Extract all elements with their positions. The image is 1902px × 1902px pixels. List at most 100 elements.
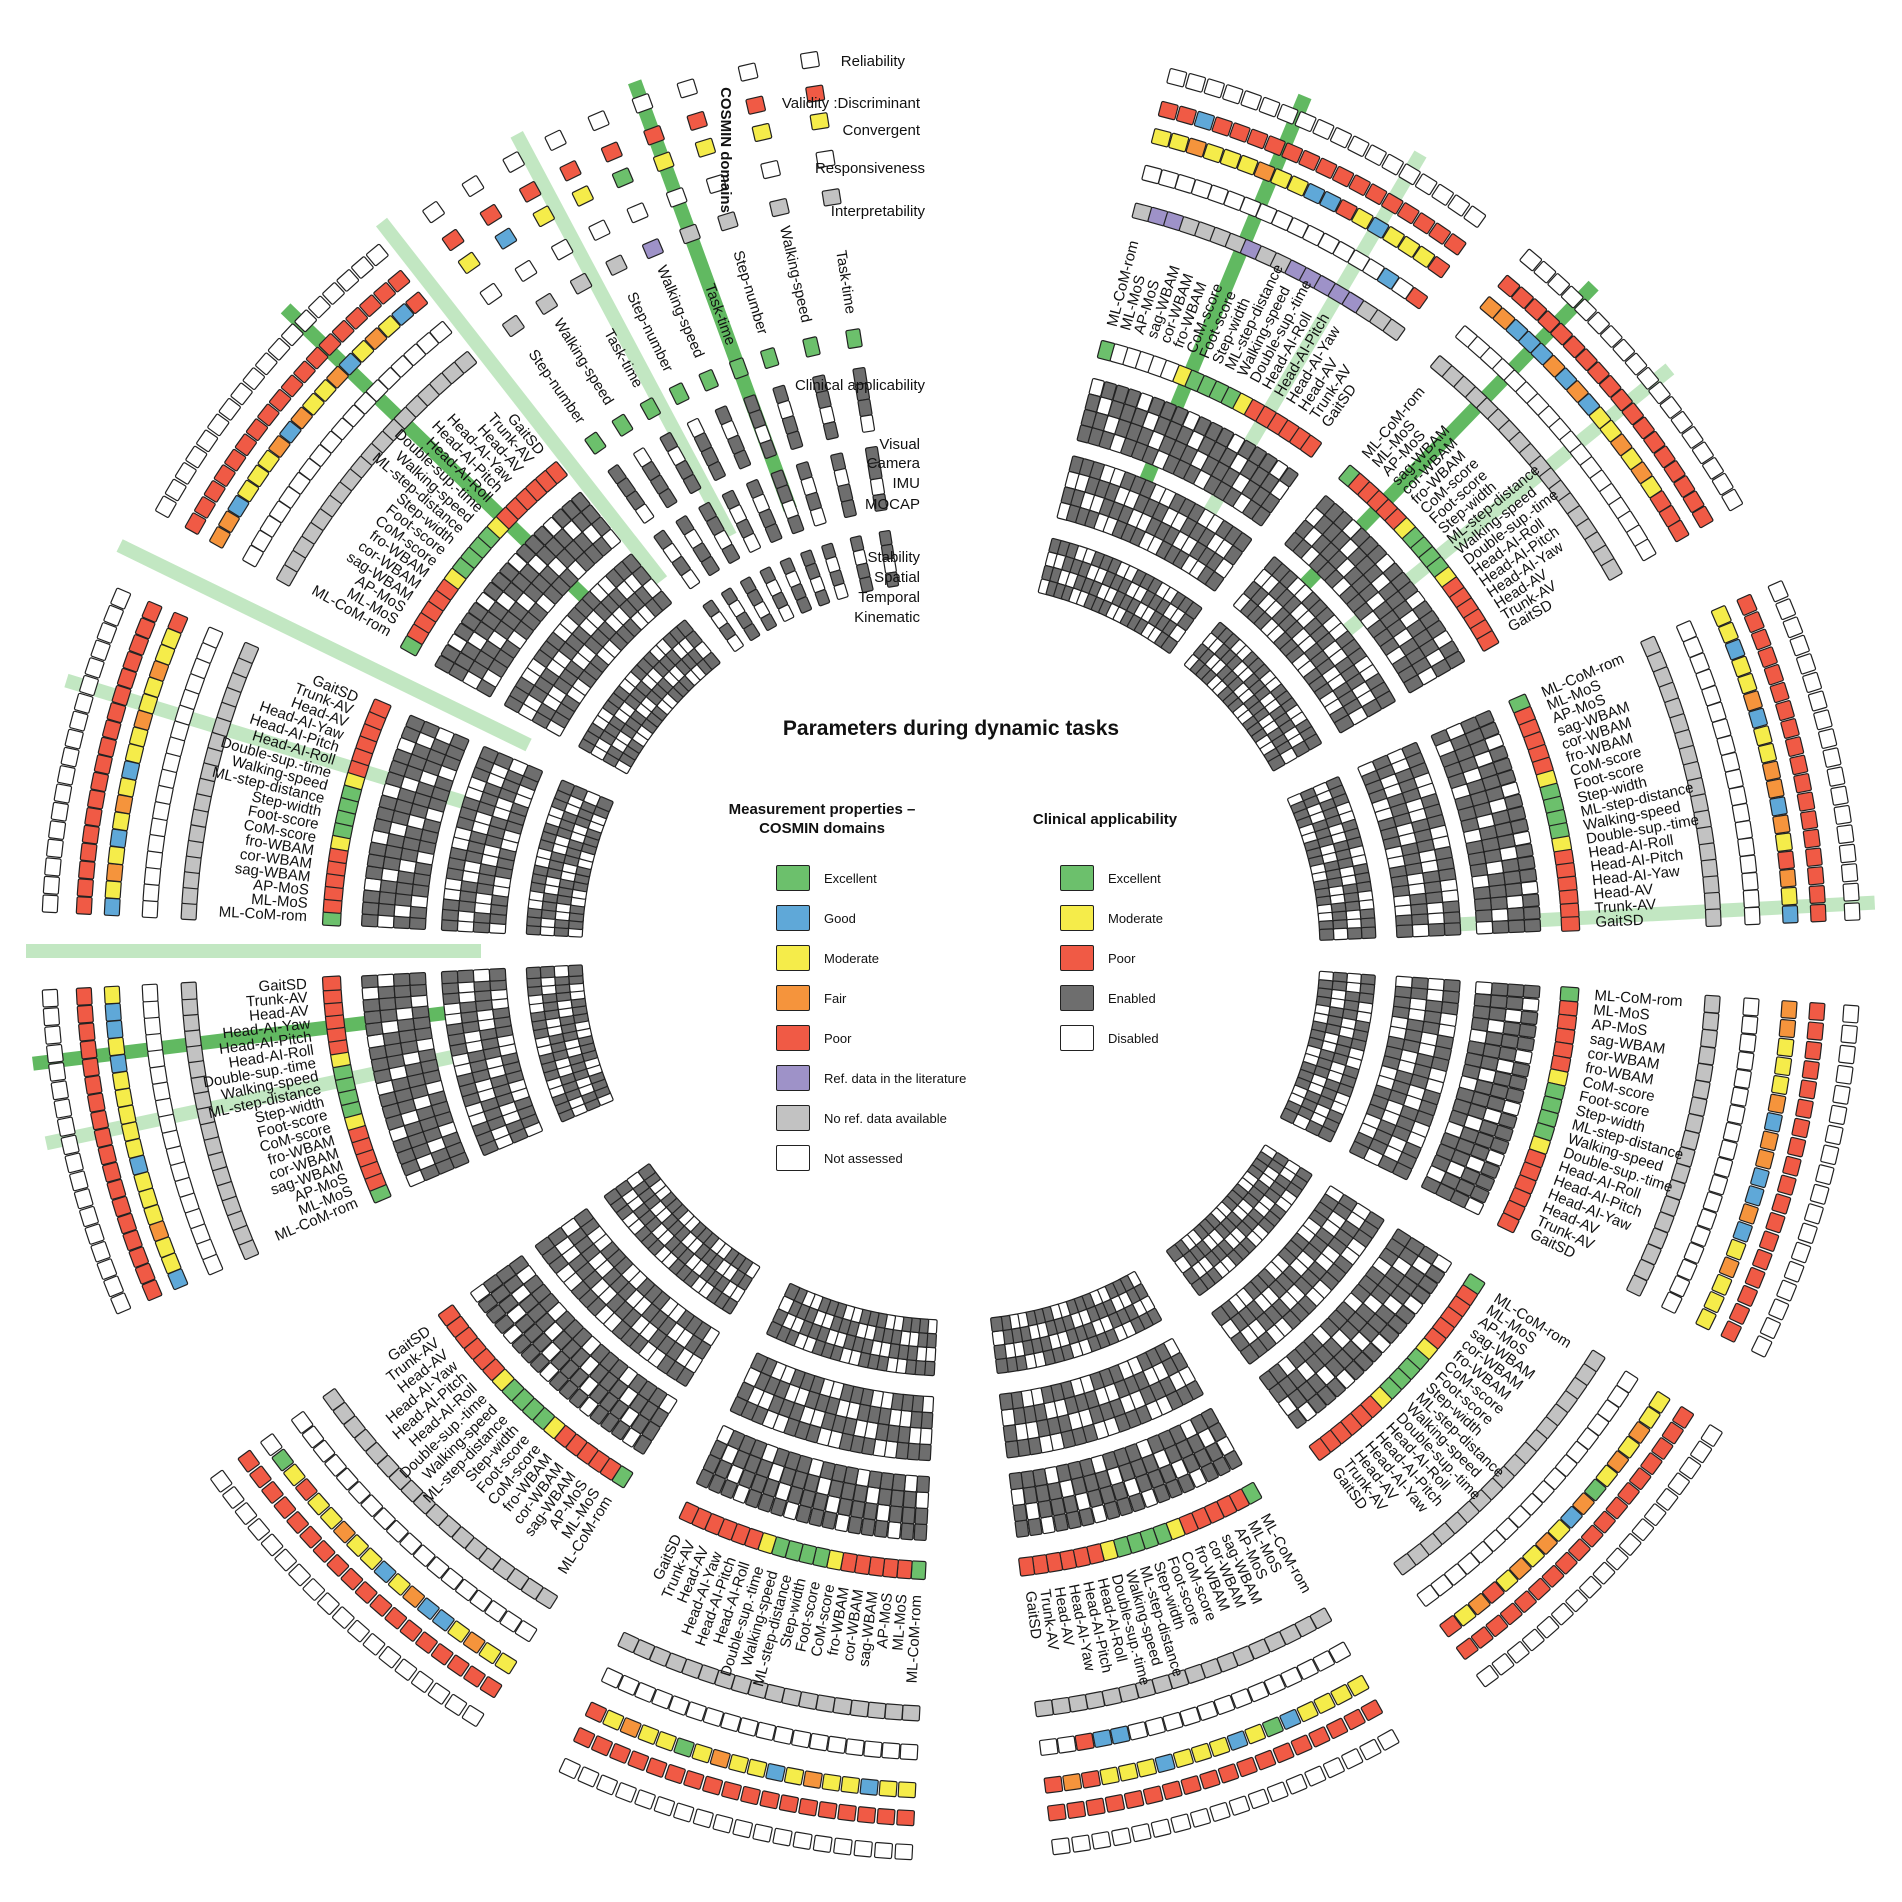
device-cell	[888, 1505, 904, 1524]
discriminant-cell	[102, 719, 122, 741]
responsiveness-cell	[1056, 1735, 1077, 1754]
reliability-cell	[1111, 1827, 1132, 1847]
reliability-cell	[1783, 1260, 1805, 1283]
interpretability-cell	[832, 1697, 853, 1716]
reliability-cell	[1166, 68, 1188, 88]
convergent-cell	[105, 862, 124, 883]
domain-cell	[456, 969, 475, 984]
convergent-cell	[1779, 868, 1797, 888]
device-cell	[914, 1507, 929, 1526]
device-cell	[1505, 996, 1524, 1011]
clinical-cell	[1560, 916, 1581, 932]
device-cell	[834, 1513, 851, 1533]
device-cell	[1521, 893, 1540, 908]
device-cell	[1516, 1036, 1535, 1052]
reliability-cell	[1838, 843, 1857, 864]
responsiveness-cell	[1740, 1015, 1759, 1035]
reliability-cell	[1347, 135, 1370, 157]
responsiveness-cell	[1179, 1706, 1201, 1727]
inner-cell	[539, 965, 556, 979]
device-cell	[1513, 1049, 1533, 1065]
domain-cell	[1411, 923, 1430, 938]
responsiveness-cell	[1743, 906, 1761, 926]
discriminant-cell	[1236, 1756, 1258, 1778]
discriminant-cell	[1290, 1734, 1313, 1756]
reliability-cell	[1185, 73, 1207, 93]
responsiveness-cell	[1731, 802, 1751, 824]
discriminant-cell	[1691, 505, 1714, 529]
discriminant-cell	[1343, 1708, 1366, 1731]
discriminant-cell	[1397, 202, 1420, 225]
reliability-cell	[1341, 1748, 1364, 1770]
discriminant-cell	[75, 986, 93, 1006]
responsiveness-cell	[143, 1016, 162, 1036]
convergent-cell	[1780, 886, 1798, 906]
device-cell	[877, 1487, 893, 1507]
clinical-cell	[1559, 986, 1580, 1003]
inner-cell	[1346, 927, 1363, 940]
convergent-cell	[1753, 725, 1773, 747]
discriminant-cell	[93, 754, 113, 775]
reliability-cell	[69, 1170, 89, 1192]
convergent-cell	[809, 112, 830, 131]
responsiveness-cell	[1092, 1729, 1113, 1748]
reliability-cell	[1447, 194, 1471, 217]
convergent-cell	[1190, 1742, 1213, 1763]
reliability-cell	[1659, 396, 1682, 419]
responsiveness-cell	[1162, 1711, 1184, 1732]
device-cell	[1488, 1006, 1507, 1022]
reliability-cell	[64, 1152, 84, 1174]
discriminant-cell	[721, 1781, 742, 1801]
discriminant-cell	[1805, 847, 1823, 867]
reliability-cell	[1150, 1818, 1172, 1838]
discriminant-cell	[76, 1004, 94, 1024]
discriminant-cell	[1562, 335, 1586, 359]
convergent-cell	[104, 1002, 122, 1022]
device-cell	[1022, 1486, 1038, 1505]
discriminant-cell	[1757, 646, 1778, 668]
discriminant-cell	[1808, 885, 1826, 904]
reliability-cell	[1170, 1813, 1192, 1833]
interpretability-cell	[1068, 1694, 1089, 1713]
discriminant-cell	[1802, 828, 1821, 849]
responsiveness-cell	[1718, 1139, 1738, 1161]
interpretability-cell	[798, 1691, 819, 1710]
interpretability-cell	[1101, 1687, 1123, 1707]
discriminant-cell	[93, 1127, 113, 1148]
reliability-cell	[48, 820, 67, 840]
responsiveness-cell	[1742, 997, 1760, 1017]
reliability-cell	[894, 1843, 914, 1861]
device-cell	[1490, 982, 1509, 997]
discriminant-cell	[600, 141, 623, 163]
device-cell	[1474, 981, 1493, 996]
discriminant-cell	[837, 1803, 857, 1822]
inner-cell	[990, 1316, 1004, 1333]
responsiveness-cell	[1722, 1121, 1742, 1143]
discriminant-cell	[1211, 116, 1233, 137]
responsiveness-cell	[827, 1735, 847, 1754]
discriminant-cell	[90, 771, 109, 793]
domain-cell	[1002, 1424, 1018, 1443]
reliability-cell	[1131, 1823, 1152, 1843]
convergent-cell	[107, 845, 126, 866]
reliability-cell	[44, 1025, 62, 1045]
reliability-cell	[544, 129, 567, 151]
reliability-cell	[1377, 1729, 1400, 1751]
device-cell	[361, 901, 380, 916]
discriminant-cell	[1789, 754, 1809, 776]
clinical-cell	[668, 382, 690, 405]
responsiveness-cell	[773, 1725, 794, 1745]
discriminant-cell	[1737, 1284, 1758, 1307]
discriminant-cell	[1736, 593, 1758, 616]
reliability-cell	[1815, 1164, 1835, 1185]
reliability-cell	[73, 692, 94, 714]
convergent-cell	[1117, 1762, 1139, 1782]
reliability-cell	[1824, 1124, 1844, 1146]
reliability-cell	[1294, 111, 1317, 132]
reliability-cell	[79, 1205, 99, 1228]
discriminant-cell	[609, 1743, 631, 1764]
reliability-cell	[444, 1693, 468, 1716]
device-cell	[1489, 896, 1508, 911]
device-cell	[890, 1489, 905, 1508]
inner-cell	[567, 964, 584, 978]
